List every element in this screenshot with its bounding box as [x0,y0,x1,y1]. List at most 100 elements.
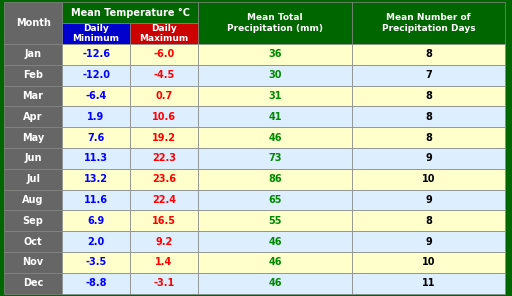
Text: 41: 41 [268,112,282,122]
Text: 6.9: 6.9 [88,216,104,226]
Bar [62,44,130,65]
Text: Mean Temperature °C: Mean Temperature °C [71,8,189,18]
Bar [130,106,198,127]
Bar [352,106,505,127]
Bar [352,190,505,210]
Bar [130,127,198,148]
Bar [130,86,198,106]
Bar [352,127,505,148]
Text: 10: 10 [422,258,435,267]
Text: 9: 9 [425,153,432,163]
Bar [4,169,62,190]
Text: Jan: Jan [25,49,41,59]
Bar [352,252,505,273]
Text: 8: 8 [425,49,432,59]
Bar [4,231,62,252]
Bar [198,148,352,169]
Bar [198,65,352,86]
Bar [130,190,198,210]
Bar [352,2,505,44]
Text: 9: 9 [425,237,432,247]
Text: 86: 86 [268,174,282,184]
Text: Daily
Minimum: Daily Minimum [73,24,119,43]
Text: 46: 46 [268,258,282,267]
Text: 13.2: 13.2 [84,174,108,184]
Bar [198,252,352,273]
Bar [198,44,352,65]
Text: 11.3: 11.3 [84,153,108,163]
Bar [352,148,505,169]
Bar [352,86,505,106]
Bar [62,273,130,294]
Text: Sep: Sep [23,216,44,226]
Bar [352,44,505,65]
Text: 11.6: 11.6 [84,195,108,205]
Text: 8: 8 [425,133,432,143]
Bar [130,148,198,169]
Bar [130,252,198,273]
Text: Mean Total
Precipitation (mm): Mean Total Precipitation (mm) [227,14,323,33]
Bar [198,273,352,294]
Text: 8: 8 [425,216,432,226]
Text: -6.0: -6.0 [154,49,175,59]
Bar [62,65,130,86]
Text: 10.6: 10.6 [152,112,176,122]
Text: 65: 65 [268,195,282,205]
Bar [198,231,352,252]
Bar [4,127,62,148]
Text: Dec: Dec [23,278,43,288]
Bar [198,86,352,106]
Bar [4,273,62,294]
Text: Oct: Oct [24,237,42,247]
Text: Month: Month [16,18,51,28]
Bar [62,148,130,169]
Text: 7.6: 7.6 [88,133,104,143]
Text: Apr: Apr [24,112,43,122]
Bar [62,190,130,210]
Bar [130,231,198,252]
Text: 19.2: 19.2 [152,133,176,143]
Bar [352,169,505,190]
Bar [198,169,352,190]
Bar [130,44,198,65]
Bar [4,106,62,127]
Text: Jul: Jul [26,174,40,184]
Bar [352,231,505,252]
Bar [198,106,352,127]
Text: Mean Number of
Precipitation Days: Mean Number of Precipitation Days [382,14,475,33]
Bar [198,127,352,148]
Text: -6.4: -6.4 [86,91,106,101]
Text: -3.1: -3.1 [154,278,175,288]
Bar [62,210,130,231]
Text: 9: 9 [425,195,432,205]
Bar [352,210,505,231]
Text: 22.4: 22.4 [152,195,176,205]
Text: -8.8: -8.8 [86,278,107,288]
Text: Jun: Jun [24,153,42,163]
Bar [4,86,62,106]
Bar [130,210,198,231]
Text: 9.2: 9.2 [156,237,173,247]
Bar [62,231,130,252]
Text: 46: 46 [268,237,282,247]
Text: 8: 8 [425,112,432,122]
Bar [130,169,198,190]
Text: 30: 30 [268,70,282,80]
Text: -4.5: -4.5 [154,70,175,80]
Bar [62,23,130,44]
Text: 16.5: 16.5 [152,216,176,226]
Text: 2.0: 2.0 [88,237,104,247]
Bar [352,273,505,294]
Text: 31: 31 [268,91,282,101]
Bar [130,65,198,86]
Text: 8: 8 [425,91,432,101]
Text: Daily
Maximum: Daily Maximum [139,24,189,43]
Bar [4,252,62,273]
Text: 1.9: 1.9 [88,112,104,122]
Bar [4,65,62,86]
Bar [62,169,130,190]
Text: 46: 46 [268,278,282,288]
Text: Aug: Aug [23,195,44,205]
Bar [62,86,130,106]
Bar [198,2,352,44]
